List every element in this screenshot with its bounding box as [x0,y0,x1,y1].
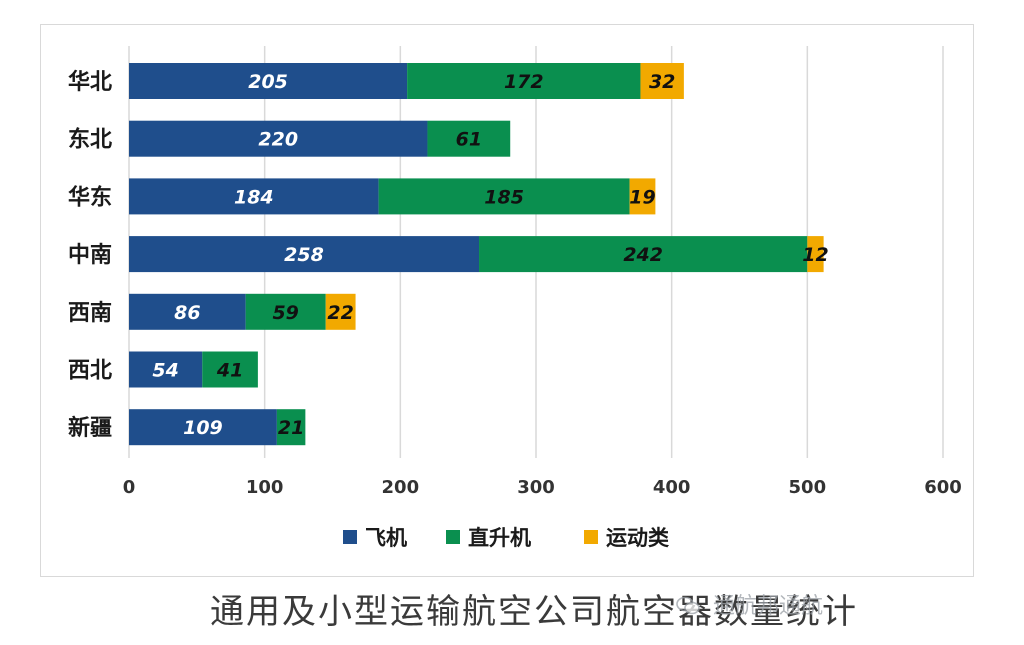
data-label: 258 [284,244,324,266]
data-label: 19 [629,186,655,208]
data-label: 22 [327,302,353,324]
bar-segment [427,120,511,157]
bar-segment [129,236,480,273]
legend-swatch [584,530,598,544]
bar-segment [129,120,428,157]
data-label: 86 [174,302,200,324]
data-label: 185 [484,186,524,208]
data-label: 242 [623,244,663,266]
x-tick-label: 600 [924,477,962,498]
x-tick-label: 0 [123,477,136,498]
gridlines [128,46,944,458]
bars [129,63,824,446]
bar-segment [640,63,684,99]
data-label: 59 [272,302,298,324]
category-label: 东北 [68,127,112,153]
x-tick-label: 200 [382,477,420,498]
chart-title-caption: 通用及小型运输航空公司航空器数量统计 [0,580,1024,632]
bar-segment [807,236,824,273]
data-label: 12 [802,244,828,266]
legend-swatch [446,530,460,544]
bar-segment [276,409,306,446]
bar-segment [629,178,656,215]
bar-segment [129,63,408,99]
bar-segment [129,409,277,446]
data-label: 184 [234,186,274,208]
x-tick-label: 500 [789,477,827,498]
data-label: 41 [216,360,243,382]
bar-segment [479,236,808,273]
data-label: 61 [456,129,482,151]
data-label: 172 [504,71,544,93]
chart-frame [40,24,974,577]
legend-label: 直升机 [468,526,531,550]
category-label: 西南 [68,301,112,326]
category-label: 新疆 [68,415,112,441]
bar-segment [129,178,379,215]
category-label: 华北 [68,69,112,95]
bar-segment [129,351,203,388]
category-label: 华东 [68,184,112,210]
data-label: 205 [248,71,288,93]
bar-segment [407,63,641,99]
bar-segment [129,293,246,330]
wechat-icon [676,596,700,615]
data-labels: 205 172 32 220 61 184 185 19 258 242 12 86 59 22 54 41 1… [152,71,828,439]
bar-segment [245,293,326,330]
legend-label: 飞机 [365,526,407,550]
data-label: 54 [152,360,178,382]
bar-segment [325,293,356,330]
legend: 飞机 直升机 运动类 [343,526,670,550]
x-tick-label: 300 [517,477,555,498]
category-label: 西北 [68,359,112,384]
x-tick-label: 100 [246,477,284,498]
data-label: 21 [278,417,304,439]
chart-title: 通用及小型运输航空公司航空器数量统计 [210,592,858,632]
watermark: 通航邦通航 [676,588,996,622]
legend-label: 运动类 [606,526,670,550]
bar-segment [202,351,258,388]
watermark-text: 通航邦通航 [713,594,824,619]
legend-swatch [343,530,357,544]
bar-segment [378,178,630,215]
data-label: 32 [649,71,675,93]
data-label: 220 [258,129,298,151]
x-tick-labels: 0 100 200 300 400 500 600 [123,477,962,498]
category-label: 中南 [68,243,112,268]
data-label: 109 [183,417,223,439]
x-tick-label: 400 [653,477,691,498]
bar-chart: 205 172 32 220 61 184 185 19 258 242 12 86 59 22 54 41 1… [68,46,962,550]
